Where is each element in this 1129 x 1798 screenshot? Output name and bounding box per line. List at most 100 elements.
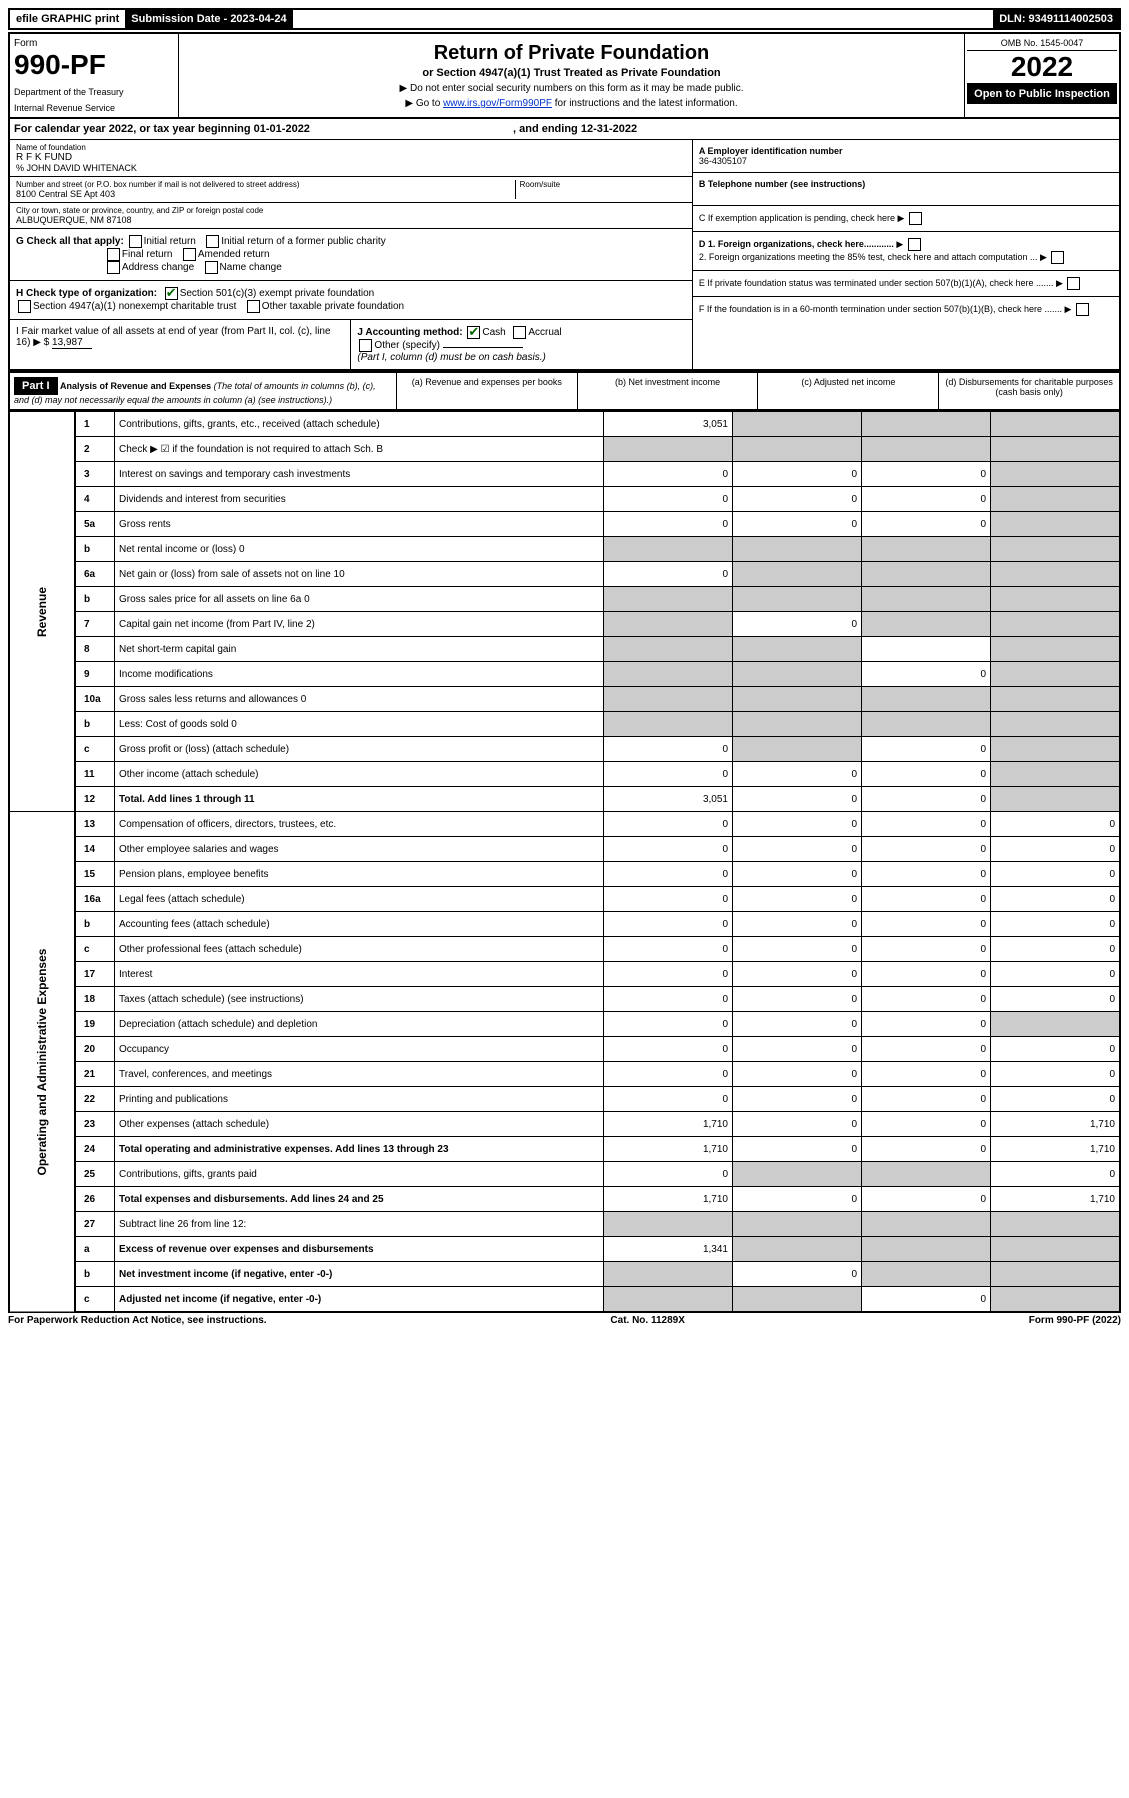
j-accrual: Accrual xyxy=(528,327,561,338)
line-number: 26 xyxy=(75,1187,115,1212)
header-mid: Return of Private Foundation or Section … xyxy=(179,34,964,117)
line-label: Dividends and interest from securities xyxy=(115,487,604,512)
form-header: Form 990-PF Department of the Treasury I… xyxy=(8,32,1121,119)
cell-b: 0 xyxy=(733,837,862,862)
cell-d xyxy=(991,537,1121,562)
line-label: Net gain or (loss) from sale of assets n… xyxy=(115,562,604,587)
chk-other-tax[interactable] xyxy=(247,300,260,313)
cell-a xyxy=(604,1287,733,1313)
line-label: Taxes (attach schedule) (see instruction… xyxy=(115,987,604,1012)
line-label: Gross rents xyxy=(115,512,604,537)
cell-b xyxy=(733,1212,862,1237)
line-number: b xyxy=(75,537,115,562)
line-row: 12Total. Add lines 1 through 113,05100 xyxy=(9,787,1120,812)
fmv-value: 13,987 xyxy=(52,337,92,349)
line-label: Check ▶ ☑ if the foundation is not requi… xyxy=(115,437,604,462)
form-subtitle: or Section 4947(a)(1) Trust Treated as P… xyxy=(185,67,958,79)
chk-name[interactable] xyxy=(205,261,218,274)
line-label: Net investment income (if negative, ente… xyxy=(115,1262,604,1287)
cal-begin: 01-01-2022 xyxy=(254,123,310,135)
cell-b: 0 xyxy=(733,1112,862,1137)
cell-d: 0 xyxy=(991,937,1121,962)
chk-final[interactable] xyxy=(107,248,120,261)
cell-b: 0 xyxy=(733,1187,862,1212)
cell-d: 0 xyxy=(991,837,1121,862)
form-label: Form xyxy=(14,38,174,49)
chk-accrual[interactable] xyxy=(513,326,526,339)
line-row: bAccounting fees (attach schedule)0000 xyxy=(9,912,1120,937)
c-lbl: C If exemption application is pending, c… xyxy=(699,213,895,223)
line-number: 27 xyxy=(75,1212,115,1237)
d1-lbl: D 1. Foreign organizations, check here..… xyxy=(699,239,894,249)
side-revenue: Revenue xyxy=(9,412,75,812)
header-left: Form 990-PF Department of the Treasury I… xyxy=(10,34,179,117)
line-label: Compensation of officers, directors, tru… xyxy=(115,812,604,837)
cell-a xyxy=(604,1212,733,1237)
chk-d1[interactable] xyxy=(908,238,921,251)
col-b-header: (b) Net investment income xyxy=(577,373,758,409)
cell-a xyxy=(604,537,733,562)
cell-a: 0 xyxy=(604,512,733,537)
line-number: 7 xyxy=(75,612,115,637)
chk-cash[interactable] xyxy=(467,326,480,339)
cell-d xyxy=(991,587,1121,612)
line-row: 16aLegal fees (attach schedule)0000 xyxy=(9,887,1120,912)
addr-lbl: Number and street (or P.O. box number if… xyxy=(16,180,515,189)
line-label: Interest xyxy=(115,962,604,987)
line-label: Other professional fees (attach schedule… xyxy=(115,937,604,962)
cell-b xyxy=(733,662,862,687)
line-number: 20 xyxy=(75,1037,115,1062)
cell-c: 0 xyxy=(862,787,991,812)
chk-c[interactable] xyxy=(909,212,922,225)
cell-b: 0 xyxy=(733,812,862,837)
cal-end: 12-31-2022 xyxy=(581,123,637,135)
cell-d xyxy=(991,737,1121,762)
line-row: 10aGross sales less returns and allowanc… xyxy=(9,687,1120,712)
cell-c: 0 xyxy=(862,1062,991,1087)
part1-desc: Part I Analysis of Revenue and Expenses … xyxy=(10,373,396,409)
chk-e[interactable] xyxy=(1067,277,1080,290)
d-cell: D 1. Foreign organizations, check here..… xyxy=(693,232,1119,271)
line-number: 25 xyxy=(75,1162,115,1187)
ein-cell: A Employer identification number 36-4305… xyxy=(693,140,1119,173)
cell-b xyxy=(733,712,862,737)
line-row: 2Check ▶ ☑ if the foundation is not requ… xyxy=(9,437,1120,462)
line-row: 4Dividends and interest from securities0… xyxy=(9,487,1120,512)
cell-c xyxy=(862,687,991,712)
chk-other-method[interactable] xyxy=(359,339,372,352)
chk-d2[interactable] xyxy=(1051,251,1064,264)
line-label: Other expenses (attach schedule) xyxy=(115,1112,604,1137)
line-label: Net rental income or (loss) 0 xyxy=(115,537,604,562)
line-row: 9Income modifications0 xyxy=(9,662,1120,687)
chk-initial-return[interactable] xyxy=(129,235,142,248)
line-row: 17Interest0000 xyxy=(9,962,1120,987)
cell-b: 0 xyxy=(733,862,862,887)
f-cell: F If the foundation is in a 60-month ter… xyxy=(693,297,1119,322)
line-row: 3Interest on savings and temporary cash … xyxy=(9,462,1120,487)
chk-501c3[interactable] xyxy=(165,287,178,300)
opt-final: Final return xyxy=(122,249,173,260)
g-label: G Check all that apply: xyxy=(16,236,124,247)
j-label: J Accounting method: xyxy=(357,327,462,338)
line-label: Pension plans, employee benefits xyxy=(115,862,604,887)
line-number: 2 xyxy=(75,437,115,462)
chk-f[interactable] xyxy=(1076,303,1089,316)
chk-amended[interactable] xyxy=(183,248,196,261)
line-label: Income modifications xyxy=(115,662,604,687)
h-501c3: Section 501(c)(3) exempt private foundat… xyxy=(180,288,375,299)
line-label: Other employee salaries and wages xyxy=(115,837,604,862)
line-row: bGross sales price for all assets on lin… xyxy=(9,587,1120,612)
cell-b: 0 xyxy=(733,762,862,787)
instr2-pre: ▶ Go to xyxy=(405,98,443,109)
cell-b xyxy=(733,1237,862,1262)
cell-a: 0 xyxy=(604,987,733,1012)
form-link[interactable]: www.irs.gov/Form990PF xyxy=(443,98,552,109)
care-of: % JOHN DAVID WHITENACK xyxy=(16,163,686,173)
section-h: H Check type of organization: Section 50… xyxy=(10,281,692,320)
cell-d: 0 xyxy=(991,1162,1121,1187)
chk-address[interactable] xyxy=(107,261,120,274)
chk-4947[interactable] xyxy=(18,300,31,313)
cell-c: 0 xyxy=(862,937,991,962)
page-footer: For Paperwork Reduction Act Notice, see … xyxy=(8,1313,1121,1326)
chk-initial-former[interactable] xyxy=(206,235,219,248)
